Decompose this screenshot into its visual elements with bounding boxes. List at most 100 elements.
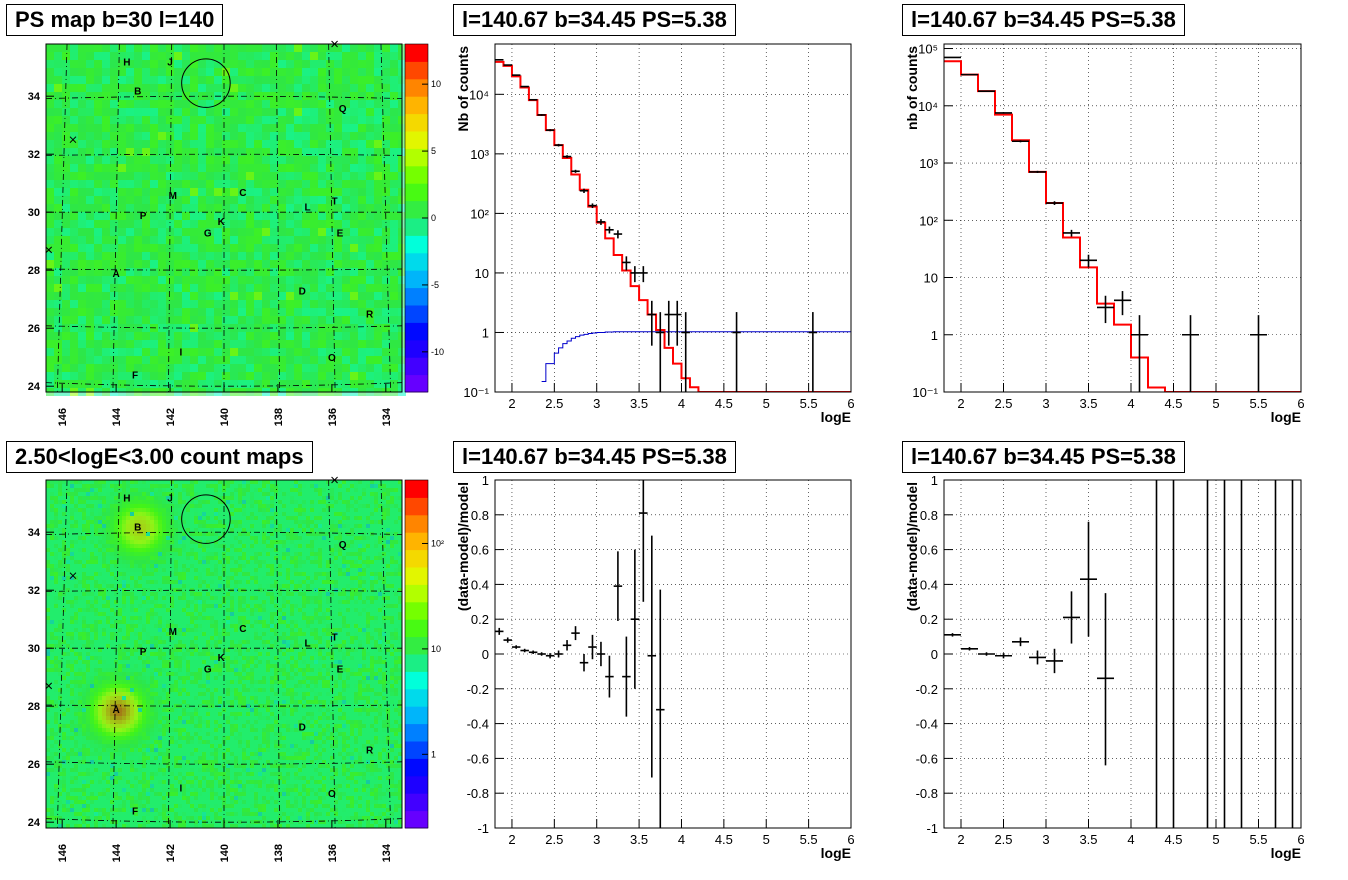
source-label-P: P: [140, 211, 147, 222]
counts-map-ytick-label: 24: [28, 817, 41, 829]
source-label-K: K: [218, 217, 226, 228]
source-label-G: G: [204, 665, 212, 676]
counts-spectrum-2-xlabel: logE: [1271, 409, 1301, 425]
ps-map-ytick-label: 34: [28, 91, 41, 103]
source-label-A: A: [113, 269, 120, 280]
source-label-A: A: [113, 705, 120, 716]
residuals-2-xlabel: logE: [1271, 845, 1301, 861]
data-point: [512, 75, 520, 76]
source-label-L: L: [305, 638, 311, 649]
ps-map-ytick-label: 24: [28, 381, 41, 393]
residuals-1-ytick-label: -1: [477, 821, 489, 836]
residuals-2-xtick-label: 5.5: [1249, 832, 1267, 847]
source-label-I: I: [179, 347, 182, 358]
data-point: [978, 91, 995, 92]
source-label-E: E: [337, 665, 344, 676]
counts-spectrum-2-plot-area: [944, 44, 1301, 392]
counts-map-xtick-label: 144: [111, 843, 123, 862]
residuals-1-xtick-label: 5.5: [800, 832, 818, 847]
ps-map-colorbar-label: 0: [431, 213, 436, 223]
residuals-2-ylabel: (data-model)/model: [904, 482, 920, 611]
residuals-2-plot-area: [944, 480, 1301, 828]
source-label-B: B: [134, 86, 141, 97]
residuals-1-ylabel: (data-model)/model: [455, 482, 471, 611]
residuals-2-xtick-label: 4: [1127, 832, 1134, 847]
source-label-K: K: [218, 653, 226, 664]
ps-map-xtick-label: 146: [57, 408, 69, 426]
residuals-2-ytick-label: -0.4: [916, 717, 938, 732]
data-point: [529, 99, 537, 100]
counts-map-ytick-label: 32: [28, 585, 40, 597]
data-point: [520, 86, 528, 87]
ps-map-xtick-label: 136: [327, 408, 339, 426]
residuals-1-xtick-label: 3.5: [630, 832, 648, 847]
residuals-1-ytick-label: 0.6: [471, 543, 489, 558]
residuals-2-xtick-label: 3.5: [1079, 832, 1097, 847]
counts-spectrum-1-ytick-label: 10³: [470, 147, 489, 162]
counts-spectrum-2-xtick-label: 5: [1212, 396, 1219, 411]
source-label-G: G: [204, 229, 212, 240]
counts-spectrum-2-ylabel: nb of counts: [904, 46, 920, 130]
counts-spectrum-2-ytick-label: 10⁻¹: [912, 385, 938, 400]
source-label-C: C: [239, 624, 246, 635]
counts-map-xtick-label: 140: [219, 844, 231, 862]
counts-map-ytick-label: 28: [28, 701, 40, 713]
counts-spectrum-2-xtick-label: 4.5: [1164, 396, 1182, 411]
source-label-H: H: [123, 493, 130, 504]
residuals-1-ytick-label: -0.4: [467, 717, 489, 732]
residuals-1-ytick-label: 1: [482, 473, 489, 488]
counts-spectrum-1-xtick-label: 2: [508, 396, 515, 411]
data-point: [546, 129, 554, 131]
residuals-1-ytick-label: 0.8: [471, 508, 489, 523]
counts-map-xtick-label: 136: [327, 844, 339, 862]
counts-spectrum-1-xlabel: logE: [821, 409, 851, 425]
data-point: [1029, 171, 1046, 173]
residuals-2-xtick-label: 2: [957, 832, 964, 847]
counts-spectrum-2-ytick-label: 10⁵: [918, 42, 938, 57]
source-label-J: J: [167, 493, 173, 504]
counts-spectrum-2-ytick-label: 10: [924, 271, 938, 286]
counts-map-title: 2.50<logE<3.00 count maps: [6, 441, 313, 473]
counts-spectrum-1-xtick-label: 2.5: [545, 396, 563, 411]
residuals-1-xtick-label: 2: [508, 832, 515, 847]
counts-spectrum-2-title: l=140.67 b=34.45 PS=5.38: [902, 4, 1185, 36]
residuals-1-xtick-label: 4: [678, 832, 685, 847]
counts-spectrum-1-plot-area: [495, 44, 851, 392]
residuals-2-ytick-label: -1: [926, 821, 938, 836]
data-point: [944, 57, 961, 58]
source-label-H: H: [123, 57, 130, 68]
residuals-2-ytick-label: -0.6: [916, 751, 938, 766]
counts-spectrum-2-ytick-label: 10²: [919, 213, 938, 228]
residuals-2-ytick-label: -0.8: [916, 786, 938, 801]
counts-spectrum-2-ytick-label: 10⁴: [918, 99, 938, 114]
counts-spectrum-2-xtick-label: 3: [1042, 396, 1049, 411]
residuals-2-ytick-label: -0.2: [916, 682, 938, 697]
ps-map-colorbar-label: 10: [431, 79, 441, 89]
source-label-D: D: [299, 723, 306, 734]
counts-map-ytick-label: 34: [28, 527, 41, 539]
ps-map-ytick-label: 32: [28, 149, 40, 161]
source-label-Q: Q: [339, 104, 347, 115]
residuals-1-xlabel: logE: [821, 845, 851, 861]
counts-spectrum-2-xtick-label: 4: [1127, 396, 1134, 411]
counts-map-colorbar-label: 10²: [431, 538, 444, 548]
ps-map-xtick-label: 142: [165, 408, 177, 426]
counts-spectrum-1-title: l=140.67 b=34.45 PS=5.38: [453, 4, 736, 36]
source-label-M: M: [169, 627, 177, 638]
counts-spectrum-1-ylabel: Nb of counts: [455, 46, 471, 132]
ps-map-xtick-label: 138: [273, 408, 285, 426]
counts-map-xtick-label: 142: [165, 844, 177, 862]
counts-spectrum-1-ytick-label: 10: [475, 266, 489, 281]
residuals-1-ytick-label: -0.2: [467, 682, 489, 697]
counts-spectrum-1-xtick-label: 4: [678, 396, 685, 411]
counts-spectrum-2-xtick-label: 5.5: [1249, 396, 1267, 411]
residuals-2-ytick-label: 0.8: [920, 508, 938, 523]
source-label-R: R: [366, 310, 374, 321]
ps-map-xtick-label: 134: [381, 407, 393, 426]
residuals-1-ytick-label: 0.2: [471, 612, 489, 627]
